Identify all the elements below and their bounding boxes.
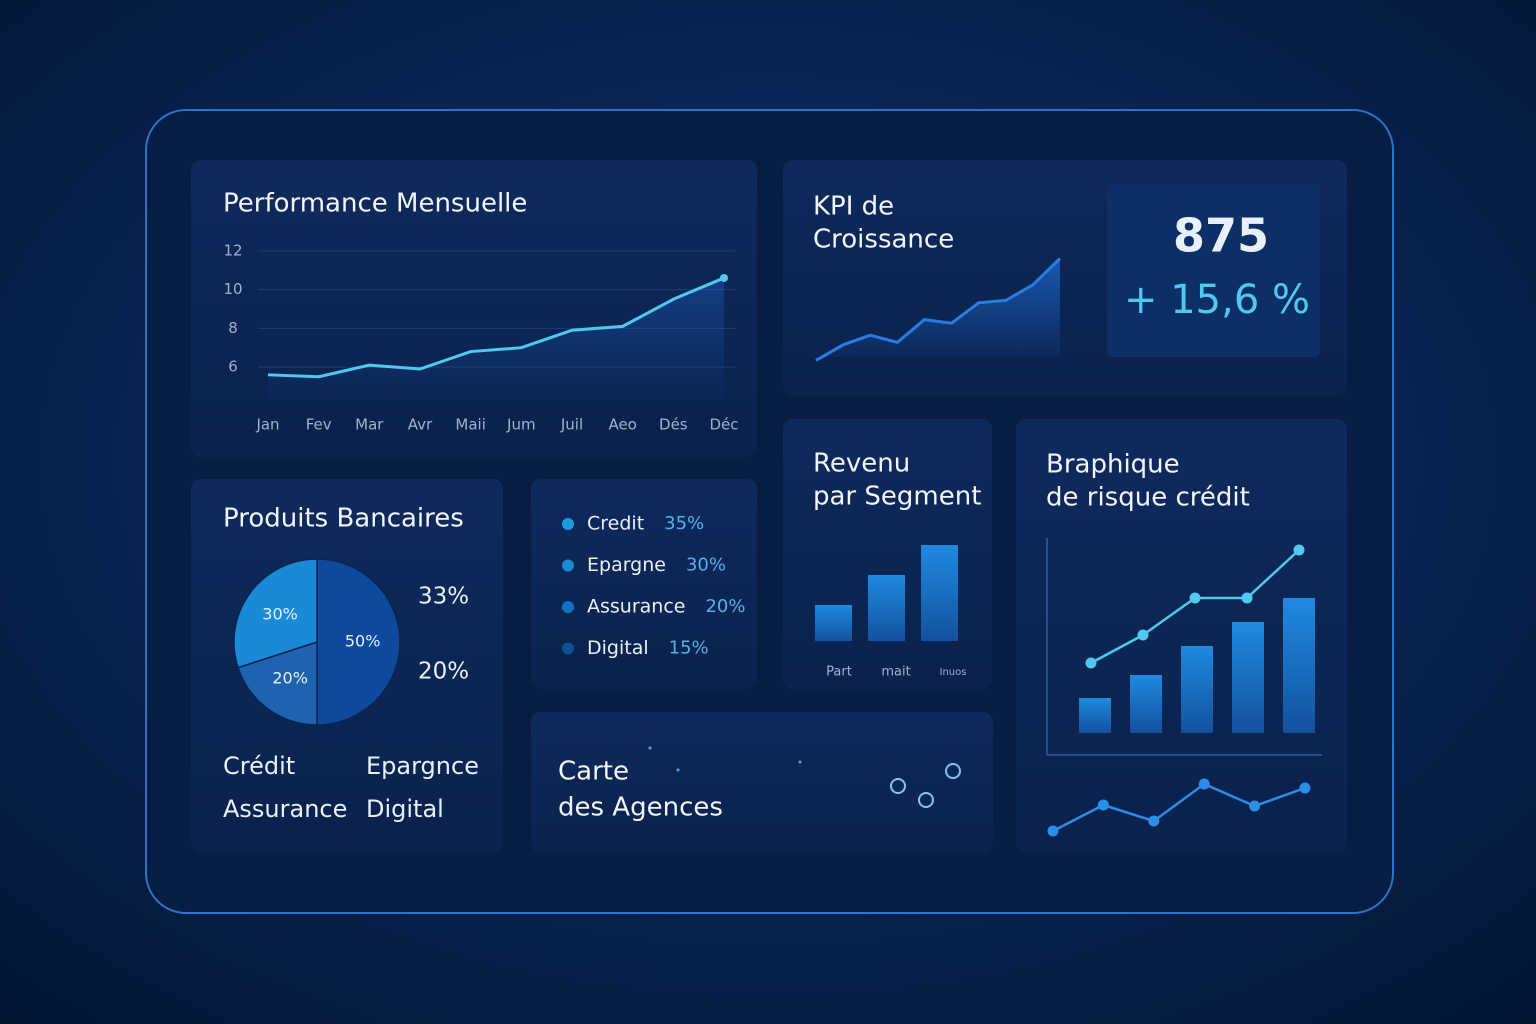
legend-dot xyxy=(562,642,574,655)
line xyxy=(267,276,725,379)
point xyxy=(720,273,728,282)
title: des Agences xyxy=(558,793,723,823)
bar xyxy=(1181,646,1213,733)
side-label: 20% xyxy=(418,659,469,685)
slice-label: 50% xyxy=(345,632,381,651)
title: de risque crédit xyxy=(1046,483,1250,513)
x-tick-label: Jan xyxy=(255,416,279,434)
pie-slice xyxy=(237,640,318,726)
y-tick-label: 8 xyxy=(228,319,238,337)
legend-dot xyxy=(562,601,574,613)
card xyxy=(531,712,993,853)
dot xyxy=(798,760,802,764)
legend-label: Assurance xyxy=(223,795,347,823)
legend-label: Epargnce xyxy=(366,752,479,780)
point xyxy=(1097,799,1109,811)
x-tick-label: mait xyxy=(881,665,910,680)
title: par Segment xyxy=(813,482,981,512)
item-share: 35% xyxy=(664,513,704,534)
card xyxy=(531,479,757,689)
title: Croissance xyxy=(813,225,954,255)
item-name: Credit xyxy=(587,513,644,535)
point xyxy=(1148,815,1160,827)
side-label: 33% xyxy=(418,584,469,610)
x-tick-label: Déc xyxy=(709,416,738,434)
point xyxy=(1241,592,1253,604)
bar xyxy=(1130,675,1162,733)
x-tick-label: Part xyxy=(826,665,852,680)
item-name: Epargne xyxy=(587,554,666,576)
title: Carte xyxy=(558,757,629,787)
point xyxy=(1137,629,1149,641)
item-share: 20% xyxy=(705,596,745,617)
y-tick-label: 10 xyxy=(223,280,242,298)
x-tick-label: Dés xyxy=(659,416,688,434)
bar xyxy=(815,605,852,641)
point xyxy=(1047,825,1059,837)
x-tick-label: Maii xyxy=(455,416,485,434)
dot xyxy=(648,746,652,750)
area xyxy=(816,258,1060,361)
point xyxy=(1085,657,1097,669)
y-tick-label: 12 xyxy=(223,241,242,259)
point xyxy=(1299,782,1311,794)
x-tick-label: Avr xyxy=(408,416,433,434)
title: Revenu xyxy=(813,449,910,479)
slice-label: 20% xyxy=(272,668,308,687)
bar xyxy=(921,545,958,641)
legend-label: Digital xyxy=(366,795,444,823)
point xyxy=(1198,778,1210,790)
kpi-change: + 15,6 % xyxy=(1124,277,1310,323)
bar xyxy=(1232,622,1264,733)
pie-slice xyxy=(316,558,401,726)
kpi-box xyxy=(1107,184,1320,357)
item-name: Assurance xyxy=(587,596,685,618)
pie-slice xyxy=(233,558,318,669)
x-tick-label: Fev xyxy=(306,416,332,434)
title: KPI de xyxy=(813,192,894,222)
area xyxy=(268,277,724,400)
legend-dot xyxy=(562,518,574,530)
x-tick-label: Juil xyxy=(560,416,583,434)
risk-axes xyxy=(1046,538,1322,756)
title: Braphique xyxy=(1046,450,1180,480)
bar xyxy=(868,575,905,641)
bar xyxy=(1079,698,1111,733)
slice-label: 30% xyxy=(262,605,298,624)
x-tick-label: Mar xyxy=(355,416,384,434)
pin xyxy=(890,778,906,794)
pin xyxy=(945,763,961,779)
line xyxy=(815,257,1062,362)
x-tick-label: Aeo xyxy=(608,416,636,434)
legend-label: Crédit xyxy=(223,752,295,780)
bar xyxy=(1283,598,1315,733)
x-tick-label: Jum xyxy=(506,416,536,434)
title: Performance Mensuelle xyxy=(223,189,527,219)
pin xyxy=(918,792,934,808)
item-share: 30% xyxy=(686,555,726,576)
line xyxy=(1052,782,1306,833)
point xyxy=(1293,544,1305,556)
point xyxy=(1189,592,1201,604)
map-pins xyxy=(648,746,961,808)
item-name: Digital xyxy=(587,637,649,659)
legend-dot xyxy=(562,559,574,572)
card xyxy=(1016,419,1347,853)
x-tick-label: Inuos xyxy=(940,667,967,678)
dot xyxy=(676,768,680,772)
point xyxy=(1249,800,1261,812)
item-share: 15% xyxy=(669,638,709,659)
y-tick-label: 6 xyxy=(228,358,238,376)
kpi-value: 875 xyxy=(1173,209,1269,263)
title: Produits Bancaires xyxy=(223,504,464,534)
